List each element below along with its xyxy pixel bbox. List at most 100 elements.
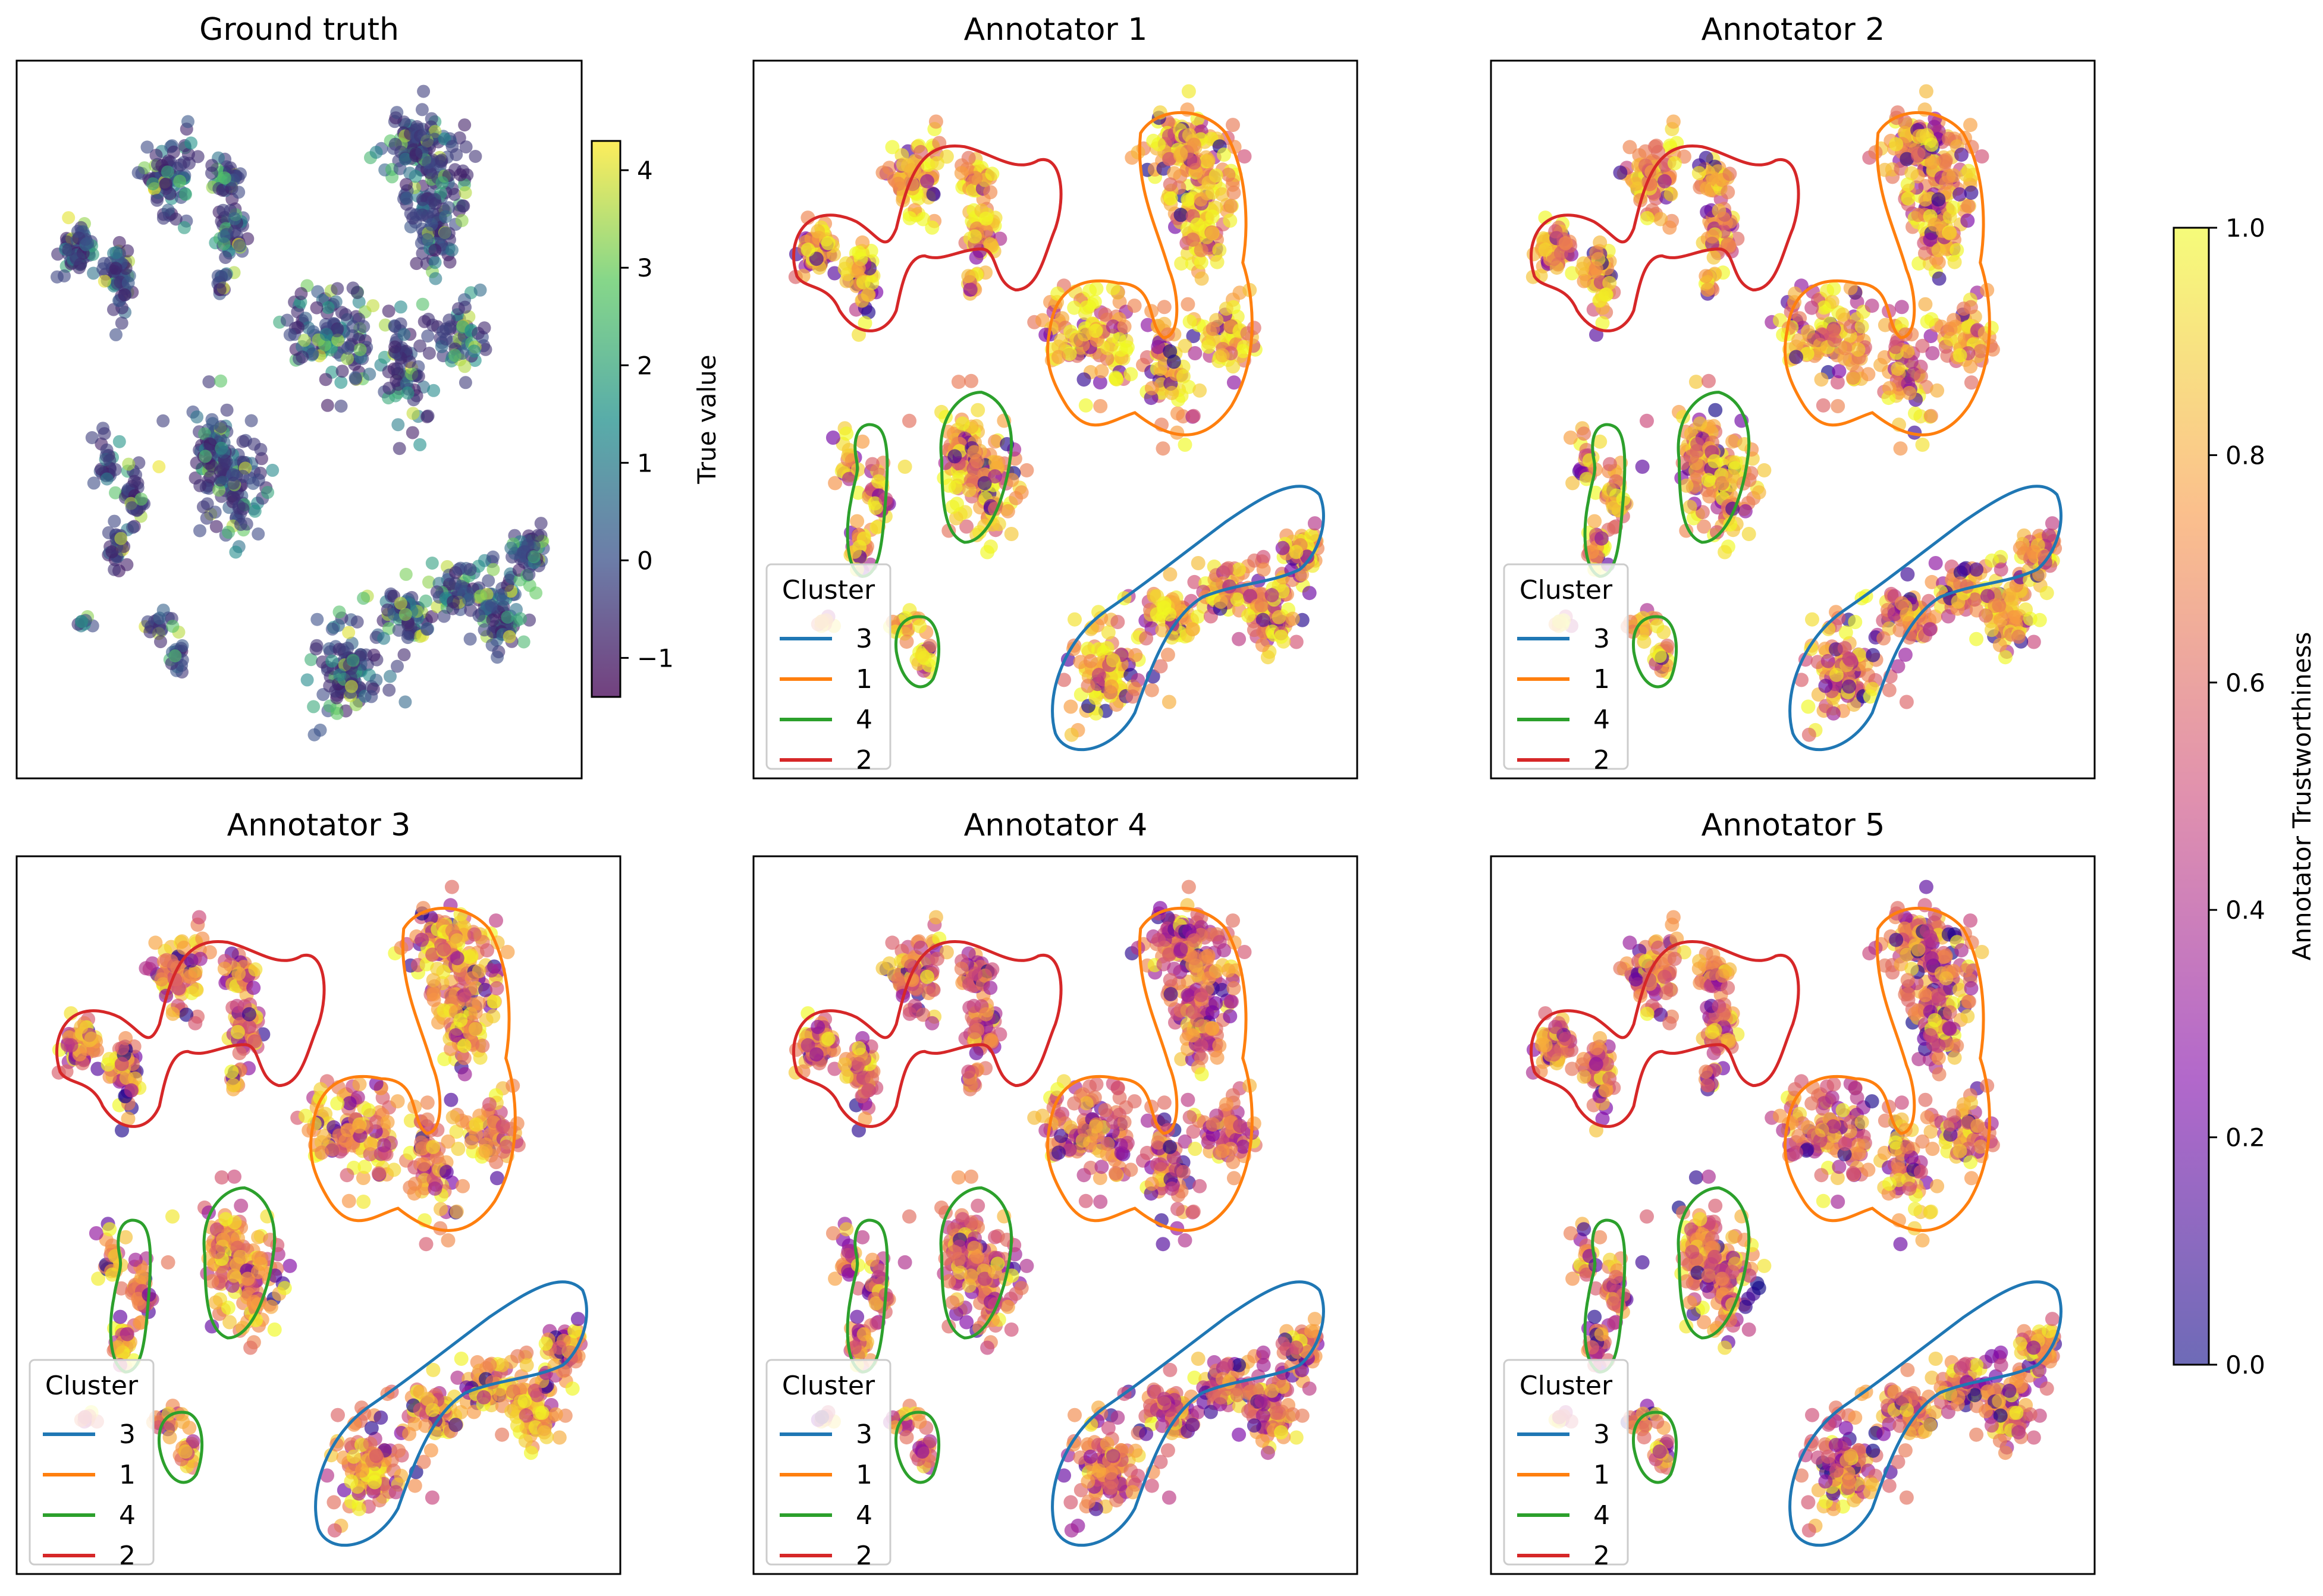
- scatter-point: [961, 269, 976, 284]
- scatter-point: [1068, 612, 1082, 627]
- scatter-point: [168, 649, 182, 662]
- scatter-point: [319, 328, 333, 341]
- scatter-point: [1613, 165, 1628, 180]
- scatter-point: [1186, 329, 1201, 344]
- scatter-point: [1548, 224, 1563, 238]
- scatter-point: [409, 147, 423, 161]
- scatter-point: [1014, 485, 1029, 500]
- scatter-point: [390, 1094, 405, 1109]
- scatter-point: [1998, 650, 2013, 665]
- scatter-point: [196, 500, 210, 514]
- scatter-point: [474, 589, 488, 603]
- scatter-point: [330, 324, 344, 338]
- scatter-point: [1943, 332, 1958, 347]
- scatter-point: [486, 994, 501, 1009]
- scatter-point: [420, 623, 434, 636]
- scatter-point: [1816, 300, 1831, 315]
- scatter-point: [1843, 653, 1858, 668]
- scatter-point: [462, 593, 476, 607]
- scatter-point: [226, 1078, 241, 1093]
- scatter-point: [369, 146, 383, 159]
- scatter-point: [1187, 574, 1202, 589]
- scatter-point: [1942, 226, 1957, 241]
- scatter-point: [1110, 615, 1125, 629]
- scatter-point: [1088, 323, 1103, 338]
- scatter-point: [1254, 598, 1269, 613]
- scatter-point: [1217, 147, 1231, 162]
- scatter-point: [2023, 611, 2038, 626]
- scatter-point: [315, 1145, 329, 1160]
- scatter-point: [1100, 351, 1115, 366]
- scatter-point: [455, 214, 469, 227]
- scatter-point: [1075, 338, 1090, 353]
- scatter-point: [399, 567, 413, 581]
- scatter-point: [1904, 166, 1919, 181]
- scatter-point: [1708, 403, 1723, 417]
- colorbar-true-value-gradient: [592, 141, 620, 697]
- scatter-point: [439, 227, 452, 240]
- scatter-point: [912, 619, 927, 634]
- scatter-point: [915, 649, 930, 663]
- scatter-point: [1707, 454, 1722, 469]
- axes-frame-annotator-2: [1490, 59, 2096, 780]
- scatter-point: [1838, 625, 1853, 640]
- scatter-point: [1558, 235, 1573, 250]
- scatter-point: [1546, 252, 1561, 266]
- scatter-point: [1151, 137, 1166, 152]
- scatter-point: [1815, 327, 1829, 342]
- scatter-point: [1144, 683, 1159, 698]
- scatter-point: [1923, 329, 1938, 344]
- scatter-point: [2026, 634, 2041, 649]
- scatter-point: [297, 334, 311, 347]
- scatter-point: [87, 476, 101, 490]
- scatter-point: [1992, 598, 2007, 613]
- scatter-point: [969, 250, 984, 265]
- scatter-point: [341, 352, 354, 366]
- scatter-point: [897, 459, 912, 474]
- scatter-point: [486, 1009, 501, 1023]
- scatter-point: [1163, 191, 1178, 206]
- scatter-point: [1205, 209, 1220, 224]
- scatter-point: [363, 367, 376, 381]
- scatter-point: [1891, 362, 1906, 376]
- scatter-point: [485, 638, 499, 652]
- scatter-point: [1640, 413, 1654, 428]
- scatter-point: [1635, 459, 1650, 474]
- scatter-point: [128, 1071, 143, 1086]
- scatter-point: [1232, 562, 1247, 577]
- scatter-point: [266, 463, 280, 477]
- cluster-contours-annotator-2: [1529, 111, 2063, 752]
- scatter-point: [406, 426, 419, 439]
- scatter-point: [1170, 425, 1185, 440]
- scatter-point: [390, 362, 404, 376]
- scatter-point: [1206, 322, 1220, 337]
- legend-label-3: 3: [856, 624, 872, 654]
- scatter-point: [430, 962, 445, 976]
- scatter-point: [425, 610, 439, 623]
- scatter-point: [1829, 668, 1844, 682]
- scatter-point: [1818, 678, 1833, 693]
- axes-frame-annotator-1: [752, 59, 1358, 780]
- scatter-point: [1902, 385, 1917, 400]
- panel-title-annotator-1: Annotator 1: [964, 12, 1148, 48]
- scatter-point: [409, 208, 423, 222]
- scatter-point: [1913, 369, 1928, 384]
- scatter-point: [181, 115, 194, 128]
- scatter-point: [1247, 623, 1261, 637]
- scatter-point: [1701, 473, 1716, 488]
- scatter-point: [190, 410, 204, 424]
- scatter-point: [309, 642, 323, 656]
- scatter-point: [1215, 348, 1230, 363]
- scatter-point: [1128, 648, 1143, 662]
- scatter-point: [112, 235, 126, 249]
- scatter-point: [318, 338, 331, 352]
- scatter-point: [1794, 673, 1809, 687]
- colorbar-tick-label: 3: [637, 253, 653, 282]
- scatter-point: [1915, 437, 1930, 452]
- scatter-point: [503, 630, 516, 643]
- scatter-point: [1575, 262, 1590, 277]
- scatter-point: [448, 187, 462, 201]
